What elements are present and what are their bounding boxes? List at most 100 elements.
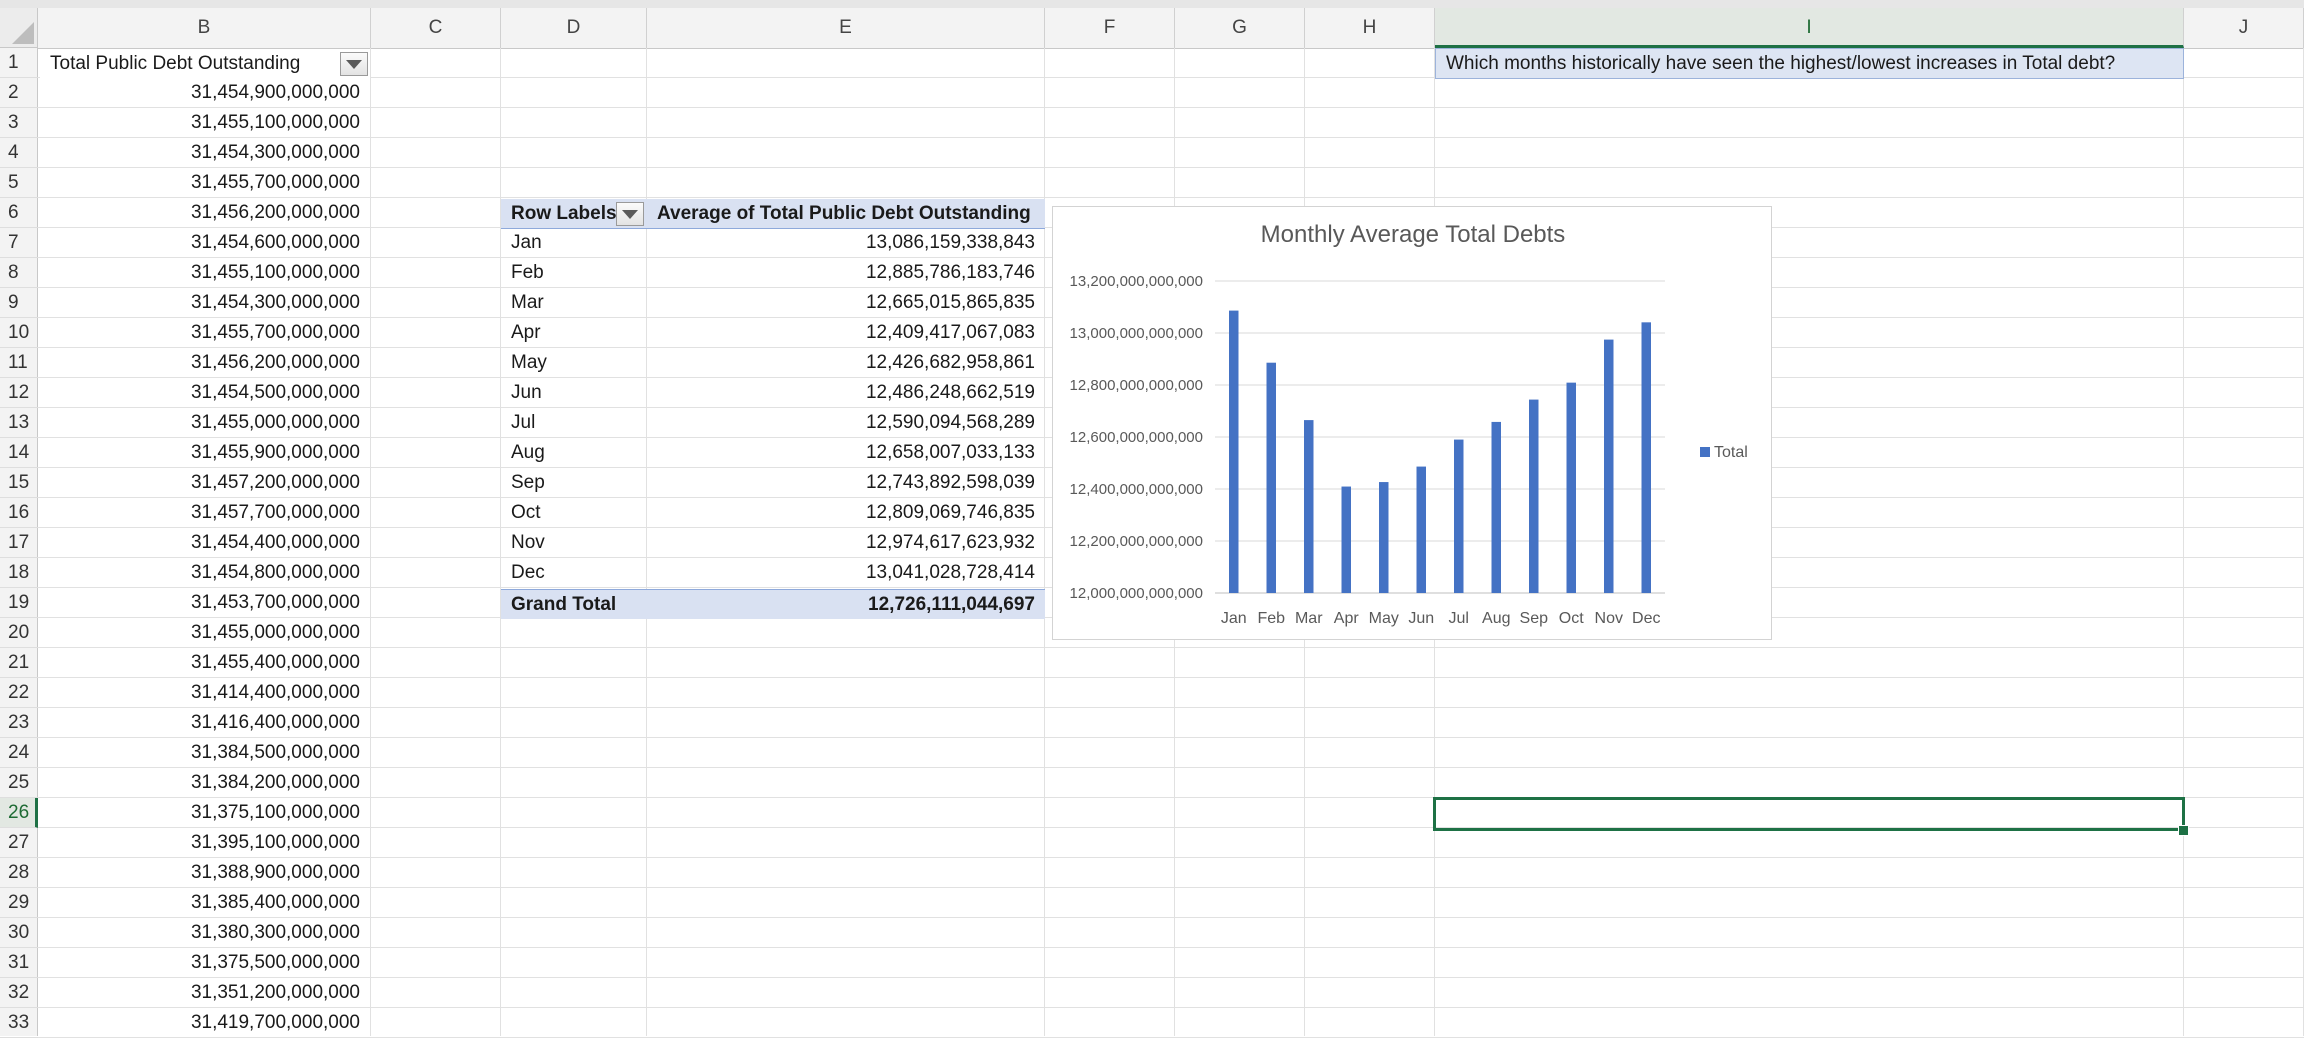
cell-b19[interactable]: 31,453,700,000,000: [190, 592, 360, 613]
pivot-row-label[interactable]: Feb: [511, 262, 544, 283]
row-header-16[interactable]: 16: [0, 498, 38, 528]
cell-b33[interactable]: 31,419,700,000,000: [190, 1012, 360, 1033]
row-header-11[interactable]: 11: [0, 348, 38, 378]
bar-apr[interactable]: [1341, 486, 1352, 593]
column-header-j[interactable]: J: [2184, 8, 2304, 48]
pivot-row-value[interactable]: 12,743,892,598,039: [865, 472, 1035, 493]
row-header-20[interactable]: 20: [0, 618, 38, 648]
column-header-e[interactable]: E: [647, 8, 1045, 48]
bar-oct[interactable]: [1566, 382, 1577, 593]
pivot-value-header[interactable]: Average of Total Public Debt Outstanding: [647, 199, 1045, 229]
cell-b17[interactable]: 31,454,400,000,000: [190, 532, 360, 553]
row-header-14[interactable]: 14: [0, 438, 38, 468]
row-header-27[interactable]: 27: [0, 828, 38, 858]
cell-b11[interactable]: 31,456,200,000,000: [190, 352, 360, 373]
cell-b25[interactable]: 31,384,200,000,000: [190, 772, 360, 793]
pivot-row-label[interactable]: May: [511, 352, 547, 373]
pivot-row-label[interactable]: Apr: [511, 322, 541, 343]
pivot-row-value[interactable]: 12,426,682,958,861: [865, 352, 1035, 373]
bar-mar[interactable]: [1304, 420, 1314, 593]
row-header-4[interactable]: 4: [0, 138, 38, 168]
pivot-row-label[interactable]: Oct: [511, 502, 541, 523]
cell-b4[interactable]: 31,454,300,000,000: [190, 142, 360, 163]
pivot-row-label[interactable]: Jul: [511, 412, 536, 433]
pivot-row-label[interactable]: Jun: [511, 382, 542, 403]
bar-nov[interactable]: [1604, 339, 1614, 593]
pivot-row-label[interactable]: Aug: [511, 442, 545, 463]
row-header-10[interactable]: 10: [0, 318, 38, 348]
cell-b7[interactable]: 31,454,600,000,000: [190, 232, 360, 253]
bar-jul[interactable]: [1454, 439, 1464, 593]
cell-b18[interactable]: 31,454,800,000,000: [190, 562, 360, 583]
row-header-18[interactable]: 18: [0, 558, 38, 588]
cell-b12[interactable]: 31,454,500,000,000: [190, 382, 360, 403]
cell-b13[interactable]: 31,455,000,000,000: [190, 412, 360, 433]
pivot-row-value[interactable]: 13,086,159,338,843: [865, 232, 1035, 253]
row-header-29[interactable]: 29: [0, 888, 38, 918]
pivot-row-value[interactable]: 12,658,007,033,133: [865, 442, 1035, 463]
cell-b20[interactable]: 31,455,000,000,000: [190, 622, 360, 643]
row-header-9[interactable]: 9: [0, 288, 38, 318]
cell-b3[interactable]: 31,455,100,000,000: [190, 112, 360, 133]
row-header-13[interactable]: 13: [0, 408, 38, 438]
pivot-row-value[interactable]: 12,409,417,067,083: [865, 322, 1035, 343]
cell-b32[interactable]: 31,351,200,000,000: [190, 982, 360, 1003]
bar-chart[interactable]: Monthly Average Total Debts 12,000,000,0…: [1052, 206, 1772, 640]
row-header-19[interactable]: 19: [0, 588, 38, 618]
active-cell-selection[interactable]: [1433, 797, 2185, 831]
pivot-grand-total-value[interactable]: 12,726,111,044,697: [647, 589, 1045, 619]
row-header-23[interactable]: 23: [0, 708, 38, 738]
bar-sep[interactable]: [1529, 399, 1539, 593]
cell-b23[interactable]: 31,416,400,000,000: [190, 712, 360, 733]
cell-b31[interactable]: 31,375,500,000,000: [190, 952, 360, 973]
row-header-25[interactable]: 25: [0, 768, 38, 798]
column-header-c[interactable]: C: [371, 8, 501, 48]
row-header-12[interactable]: 12: [0, 378, 38, 408]
column-header-i[interactable]: I: [1435, 8, 2184, 48]
filter-dropdown-button[interactable]: [340, 52, 368, 76]
cell-b30[interactable]: 31,380,300,000,000: [190, 922, 360, 943]
cell-b16[interactable]: 31,457,700,000,000: [190, 502, 360, 523]
row-header-32[interactable]: 32: [0, 978, 38, 1008]
pivot-row-value[interactable]: 12,885,786,183,746: [865, 262, 1035, 283]
fill-handle[interactable]: [2178, 825, 2189, 836]
row-header-31[interactable]: 31: [0, 948, 38, 978]
row-header-5[interactable]: 5: [0, 168, 38, 198]
cell-b28[interactable]: 31,388,900,000,000: [190, 862, 360, 883]
column-header-b[interactable]: B: [38, 8, 371, 48]
pivot-row-label[interactable]: Dec: [511, 562, 545, 583]
column-header-d[interactable]: D: [501, 8, 647, 48]
pivot-row-value[interactable]: 12,590,094,568,289: [865, 412, 1035, 433]
pivot-row-label[interactable]: Jan: [511, 232, 542, 253]
bar-aug[interactable]: [1491, 421, 1502, 593]
pivot-filter-button[interactable]: [616, 202, 644, 226]
pivot-row-value[interactable]: 12,809,069,746,835: [865, 502, 1035, 523]
pivot-row-value[interactable]: 12,665,015,865,835: [865, 292, 1035, 313]
column-header-g[interactable]: G: [1175, 8, 1305, 48]
column-header-f[interactable]: F: [1045, 8, 1175, 48]
row-header-24[interactable]: 24: [0, 738, 38, 768]
row-header-7[interactable]: 7: [0, 228, 38, 258]
cell-b14[interactable]: 31,455,900,000,000: [190, 442, 360, 463]
cell-b22[interactable]: 31,414,400,000,000: [190, 682, 360, 703]
row-header-2[interactable]: 2: [0, 78, 38, 108]
row-header-1[interactable]: 1: [0, 48, 38, 78]
cell-b21[interactable]: 31,455,400,000,000: [190, 652, 360, 673]
cell-b26[interactable]: 31,375,100,000,000: [190, 802, 360, 823]
row-header-21[interactable]: 21: [0, 648, 38, 678]
pivot-row-value[interactable]: 12,974,617,623,932: [865, 532, 1035, 553]
cell-b29[interactable]: 31,385,400,000,000: [190, 892, 360, 913]
pivot-row-value[interactable]: 12,486,248,662,519: [865, 382, 1035, 403]
cell-b1-header[interactable]: Total Public Debt Outstanding: [40, 49, 370, 79]
row-header-33[interactable]: 33: [0, 1008, 38, 1038]
cell-b27[interactable]: 31,395,100,000,000: [190, 832, 360, 853]
row-header-30[interactable]: 30: [0, 918, 38, 948]
column-header-h[interactable]: H: [1305, 8, 1435, 48]
select-all-button[interactable]: [0, 8, 38, 48]
cell-b8[interactable]: 31,455,100,000,000: [190, 262, 360, 283]
cell-b15[interactable]: 31,457,200,000,000: [190, 472, 360, 493]
bar-jan[interactable]: [1229, 310, 1239, 593]
pivot-row-label[interactable]: Sep: [511, 472, 545, 493]
pivot-row-label[interactable]: Nov: [511, 532, 545, 553]
bar-jun[interactable]: [1416, 466, 1427, 593]
